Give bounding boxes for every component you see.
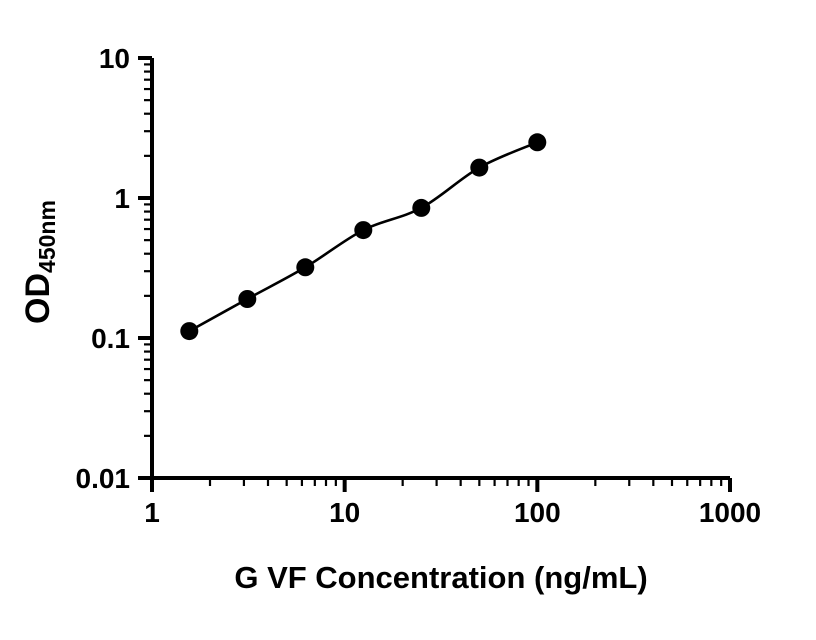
x-tick-label: 1 — [144, 497, 160, 528]
x-tick-label: 10 — [329, 497, 360, 528]
data-point — [296, 258, 315, 277]
y-tick-label: 0.1 — [91, 323, 130, 354]
data-point — [238, 290, 257, 308]
data-point — [528, 133, 547, 152]
y-tick-label: 10 — [99, 43, 130, 74]
data-point — [470, 158, 489, 177]
data-point — [412, 198, 431, 217]
data-point — [180, 322, 199, 341]
x-tick-label: 100 — [514, 497, 561, 528]
y-axis-title-main: OD — [19, 272, 57, 324]
axis-spines — [150, 58, 730, 480]
y-tick-label: 0.01 — [76, 463, 131, 494]
y-axis-title-subscript: 450nm — [34, 200, 60, 273]
data-point — [354, 221, 373, 240]
y-tick-label: 1 — [114, 183, 130, 214]
x-tick-label: 1000 — [699, 497, 761, 528]
x-axis-title: G VF Concentration (ng/mL) — [234, 560, 648, 595]
